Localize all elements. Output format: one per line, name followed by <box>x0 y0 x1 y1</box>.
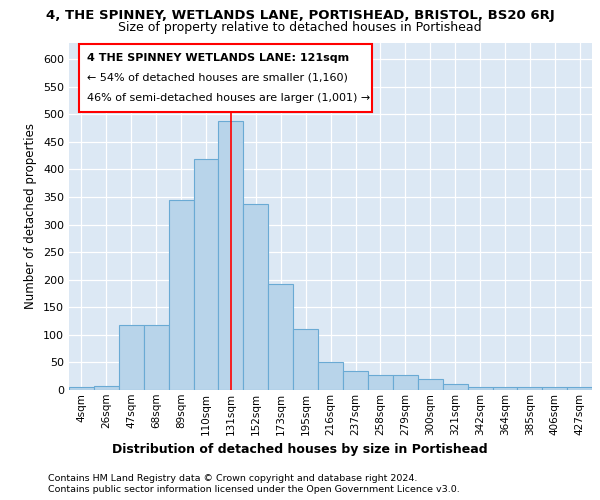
Bar <box>94 386 119 390</box>
Text: ← 54% of detached houses are smaller (1,160): ← 54% of detached houses are smaller (1,… <box>88 72 348 83</box>
Text: Distribution of detached houses by size in Portishead: Distribution of detached houses by size … <box>112 442 488 456</box>
Text: Contains public sector information licensed under the Open Government Licence v3: Contains public sector information licen… <box>48 485 460 494</box>
Y-axis label: Number of detached properties: Number of detached properties <box>25 123 37 309</box>
Bar <box>467 387 493 390</box>
Bar <box>567 387 592 390</box>
Bar <box>542 387 567 390</box>
Bar <box>268 284 293 390</box>
Bar <box>318 362 343 390</box>
Text: 4, THE SPINNEY, WETLANDS LANE, PORTISHEAD, BRISTOL, BS20 6RJ: 4, THE SPINNEY, WETLANDS LANE, PORTISHEA… <box>46 9 554 22</box>
Bar <box>194 160 218 390</box>
Bar <box>517 387 542 390</box>
Bar <box>443 384 467 390</box>
Bar <box>119 326 144 390</box>
Text: Contains HM Land Registry data © Crown copyright and database right 2024.: Contains HM Land Registry data © Crown c… <box>48 474 418 483</box>
Bar <box>144 326 169 390</box>
Bar <box>343 370 368 390</box>
FancyBboxPatch shape <box>79 44 373 112</box>
Bar <box>393 375 418 390</box>
Text: 4 THE SPINNEY WETLANDS LANE: 121sqm: 4 THE SPINNEY WETLANDS LANE: 121sqm <box>88 53 349 63</box>
Text: Size of property relative to detached houses in Portishead: Size of property relative to detached ho… <box>118 21 482 34</box>
Bar <box>493 387 517 390</box>
Bar <box>169 200 194 390</box>
Bar <box>218 122 244 390</box>
Bar <box>293 330 318 390</box>
Bar <box>244 204 268 390</box>
Bar <box>368 375 393 390</box>
Bar <box>69 387 94 390</box>
Text: 46% of semi-detached houses are larger (1,001) →: 46% of semi-detached houses are larger (… <box>88 92 371 102</box>
Bar <box>418 379 443 390</box>
